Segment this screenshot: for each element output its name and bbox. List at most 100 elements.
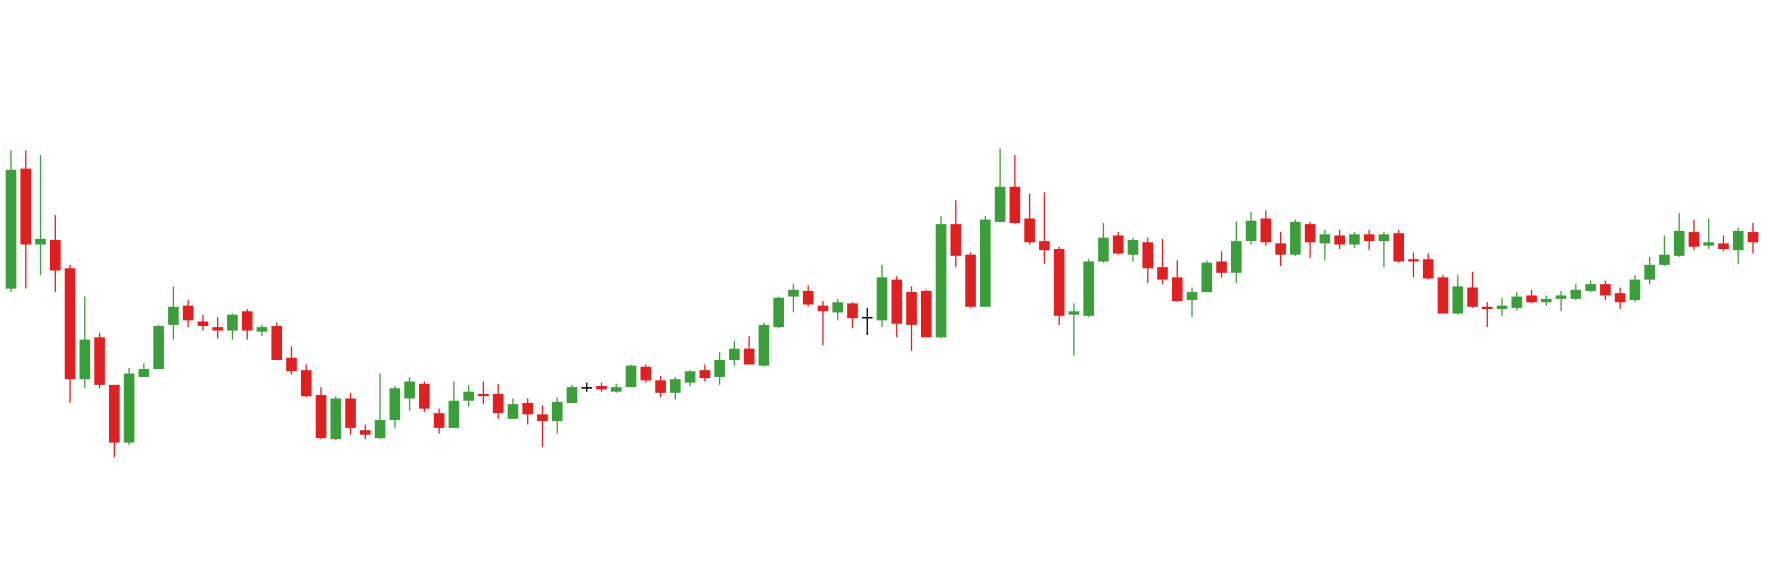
candle-body bbox=[965, 254, 976, 307]
candle-body bbox=[20, 168, 32, 245]
candle-body bbox=[345, 398, 356, 428]
candle-body bbox=[1644, 264, 1655, 280]
candle-body bbox=[581, 387, 593, 389]
candle-body bbox=[1585, 284, 1596, 291]
candle-body bbox=[1127, 239, 1139, 255]
candle-body bbox=[1688, 232, 1700, 247]
candle-body bbox=[861, 316, 873, 319]
candle-body bbox=[625, 365, 637, 388]
candle-body bbox=[168, 306, 179, 325]
candle-body bbox=[876, 277, 888, 321]
candle-body bbox=[507, 404, 519, 419]
candle-body bbox=[463, 391, 474, 401]
candle-body bbox=[419, 383, 430, 409]
candle-body bbox=[1039, 241, 1050, 251]
candle-body bbox=[758, 324, 770, 366]
candle-body bbox=[1142, 242, 1154, 269]
candle-body bbox=[359, 430, 371, 435]
candle-body bbox=[182, 305, 194, 321]
candle-body bbox=[478, 393, 489, 397]
candle-body bbox=[610, 387, 622, 392]
candle-body bbox=[670, 379, 681, 393]
candle-body bbox=[79, 339, 91, 380]
candle-body bbox=[1732, 230, 1744, 251]
candle-body bbox=[1437, 277, 1449, 314]
candle-body bbox=[802, 290, 814, 305]
candle-body bbox=[1422, 259, 1434, 279]
candle-body bbox=[1098, 237, 1109, 262]
candle-body bbox=[920, 290, 932, 338]
candle-body bbox=[286, 357, 297, 372]
candle-body bbox=[1673, 230, 1685, 256]
candle-body bbox=[537, 414, 548, 422]
candle-body bbox=[1157, 267, 1168, 280]
candle-body bbox=[935, 224, 947, 338]
candle-body bbox=[1629, 279, 1641, 300]
candle-body bbox=[994, 186, 1006, 222]
candle-body bbox=[1393, 233, 1405, 262]
candle-body bbox=[522, 402, 534, 415]
candle-body bbox=[374, 419, 386, 439]
candle-body bbox=[433, 413, 445, 428]
candle-body bbox=[271, 326, 283, 360]
candle-body bbox=[1024, 218, 1035, 243]
candle-body bbox=[1570, 289, 1582, 299]
candle-body bbox=[1230, 241, 1242, 273]
candle-body bbox=[847, 303, 858, 319]
candle-body bbox=[1112, 235, 1124, 254]
candle-body bbox=[743, 348, 755, 365]
candle-body bbox=[1068, 311, 1080, 315]
candle-body bbox=[817, 305, 829, 312]
candle-body bbox=[197, 321, 209, 327]
candle-body bbox=[1378, 234, 1390, 242]
candle-body bbox=[1201, 262, 1213, 293]
candle-body bbox=[1408, 259, 1419, 262]
candle-body bbox=[94, 337, 105, 385]
candle-body bbox=[906, 292, 917, 325]
candle-body bbox=[227, 314, 238, 331]
candle-body bbox=[109, 384, 120, 443]
candle-body bbox=[1245, 220, 1257, 242]
candle-body bbox=[551, 401, 563, 422]
candle-body bbox=[1718, 243, 1729, 250]
candle-body bbox=[1363, 234, 1375, 242]
candle-body bbox=[1083, 261, 1094, 316]
candle-body bbox=[1600, 284, 1611, 296]
candle-body bbox=[1452, 286, 1464, 314]
candle-body bbox=[1526, 295, 1537, 303]
candle-body bbox=[1555, 295, 1567, 299]
candle-body bbox=[1496, 305, 1508, 310]
candle-body bbox=[1053, 249, 1065, 316]
candle-body bbox=[1349, 234, 1360, 245]
candle-body bbox=[5, 169, 17, 289]
candle-body bbox=[773, 297, 784, 328]
candle-body bbox=[640, 366, 652, 381]
candle-body bbox=[49, 239, 61, 271]
candle-body bbox=[684, 371, 696, 383]
candle-body bbox=[315, 395, 327, 439]
candle-body bbox=[241, 311, 253, 331]
candle-body bbox=[832, 302, 844, 313]
candle-body bbox=[35, 238, 46, 245]
candle-body bbox=[950, 224, 962, 256]
candle-body bbox=[566, 387, 578, 403]
candle-body bbox=[1260, 218, 1272, 243]
candle-body bbox=[256, 327, 268, 332]
candle-body bbox=[1747, 232, 1759, 243]
candle-body bbox=[300, 370, 312, 397]
candle-body bbox=[1703, 242, 1715, 246]
candle-body bbox=[404, 381, 415, 399]
candle-body bbox=[492, 393, 504, 414]
candle-body bbox=[1481, 306, 1493, 310]
candle-body bbox=[1304, 224, 1316, 243]
candle-body bbox=[138, 369, 150, 377]
candle-body bbox=[596, 386, 607, 390]
candle-body bbox=[1275, 243, 1286, 255]
candle-body bbox=[1334, 235, 1345, 245]
candle-body bbox=[212, 327, 223, 331]
candle-body bbox=[123, 373, 135, 443]
candle-body bbox=[1659, 254, 1670, 265]
candle-body bbox=[1171, 277, 1183, 302]
